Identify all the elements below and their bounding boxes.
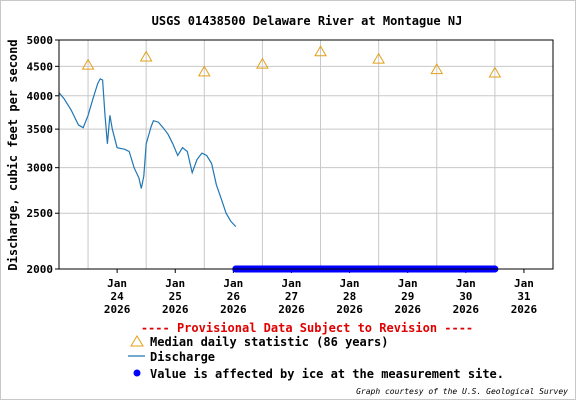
x-tick-month: Jan — [398, 277, 418, 290]
y-tick-label: 3000 — [27, 162, 54, 175]
legend-median-marker — [130, 335, 144, 347]
x-tick-month: Jan — [107, 277, 127, 290]
y-tick-label: 2500 — [27, 207, 54, 220]
median-point — [488, 66, 502, 78]
credit-text: Graph courtesy of the U.S. Geological Su… — [356, 387, 568, 396]
y-tick-label: 3500 — [27, 123, 54, 136]
x-tick-month: Jan — [456, 277, 476, 290]
legend-ice-label: Value is affected by ice at the measurem… — [150, 367, 504, 381]
x-tick-day: 28 — [343, 290, 356, 303]
provisional-note: ---- Provisional Data Subject to Revisio… — [141, 321, 473, 335]
legend: Median daily statistic (86 years) Discha… — [128, 335, 504, 381]
x-tick-day: 24 — [110, 290, 124, 303]
plot-border — [58, 39, 554, 270]
x-tick-day: 25 — [169, 290, 182, 303]
median-point — [430, 63, 444, 75]
x-tick-year: 2026 — [104, 303, 131, 316]
legend-discharge-label: Discharge — [150, 350, 215, 364]
median-point — [139, 50, 153, 62]
median-point — [81, 58, 95, 70]
y-axis-ticks: 5000 4500 4000 3500 3000 2500 2000 — [27, 34, 59, 276]
y-tick-label: 4500 — [27, 60, 54, 73]
x-tick-year: 2026 — [336, 303, 363, 316]
y-tick-label: 5000 — [27, 34, 54, 47]
median-point — [197, 65, 211, 77]
plot-area — [59, 40, 553, 269]
x-tick-year: 2026 — [453, 303, 480, 316]
median-point — [256, 57, 269, 69]
median-point — [372, 52, 386, 64]
x-tick-year: 2026 — [394, 303, 421, 316]
x-tick-year: 2026 — [162, 303, 189, 316]
x-tick-year: 2026 — [511, 303, 538, 316]
x-tick-day: 29 — [401, 290, 414, 303]
x-tick-month: Jan — [282, 277, 302, 290]
chart-title: USGS 01438500 Delaware River at Montague… — [152, 14, 463, 28]
y-tick-label: 2000 — [27, 263, 54, 276]
discharge-series — [58, 78, 237, 228]
y-tick-label: 4000 — [27, 90, 54, 103]
x-tick-month: Jan — [223, 277, 243, 290]
x-tick-year: 2026 — [278, 303, 305, 316]
median-point — [314, 45, 327, 57]
grid-lines — [59, 39, 553, 270]
x-tick-day: 31 — [517, 290, 531, 303]
x-tick-day: 26 — [227, 290, 241, 303]
discharge-line — [58, 78, 237, 228]
x-tick-month: Jan — [340, 277, 360, 290]
x-axis-ticks: Jan242026Jan252026Jan262026Jan272026Jan2… — [104, 269, 538, 316]
y-axis-label: Discharge, cubic feet per second — [6, 39, 20, 270]
x-tick-day: 27 — [285, 290, 298, 303]
legend-ice-marker — [133, 369, 141, 377]
legend-median-label: Median daily statistic (86 years) — [150, 335, 388, 349]
x-tick-day: 30 — [459, 290, 472, 303]
x-tick-month: Jan — [165, 277, 185, 290]
x-tick-year: 2026 — [220, 303, 247, 316]
x-tick-month: Jan — [514, 277, 534, 290]
median-series — [81, 45, 502, 78]
